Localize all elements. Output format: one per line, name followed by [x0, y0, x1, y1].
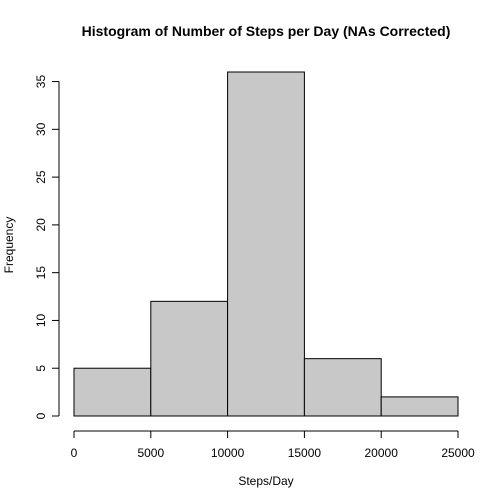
x-tick-label: 15000	[288, 446, 322, 460]
histogram-bar	[380, 396, 459, 417]
y-tick-label: 25	[34, 170, 48, 184]
y-tick-label: 5	[34, 365, 48, 372]
histogram-bar	[150, 300, 229, 417]
y-tick-label: 35	[34, 75, 48, 89]
y-tick-label: 15	[34, 266, 48, 280]
x-tick-label: 0	[71, 446, 78, 460]
x-tick-label: 5000	[137, 446, 164, 460]
x-tick-label: 10000	[211, 446, 245, 460]
y-axis: 0 5 10 15 20 25 30 35	[34, 75, 60, 419]
y-tick-label: 20	[34, 218, 48, 232]
y-tick-label: 0	[34, 412, 48, 419]
y-tick-label: 30	[34, 122, 48, 136]
x-tick-label: 25000	[441, 446, 475, 460]
x-axis-label: Steps/Day	[238, 474, 293, 488]
x-axis: 0 5000 10000 15000 20000 25000	[71, 430, 475, 460]
y-tick-label: 10	[34, 313, 48, 327]
y-axis-label: Frequency	[2, 217, 16, 274]
histogram-bar	[227, 71, 305, 417]
bars-group	[73, 71, 459, 417]
chart-title: Histogram of Number of Steps per Day (NA…	[82, 23, 451, 39]
histogram-bar	[303, 358, 382, 417]
histogram-bar	[73, 367, 152, 417]
x-tick-label: 20000	[365, 446, 399, 460]
